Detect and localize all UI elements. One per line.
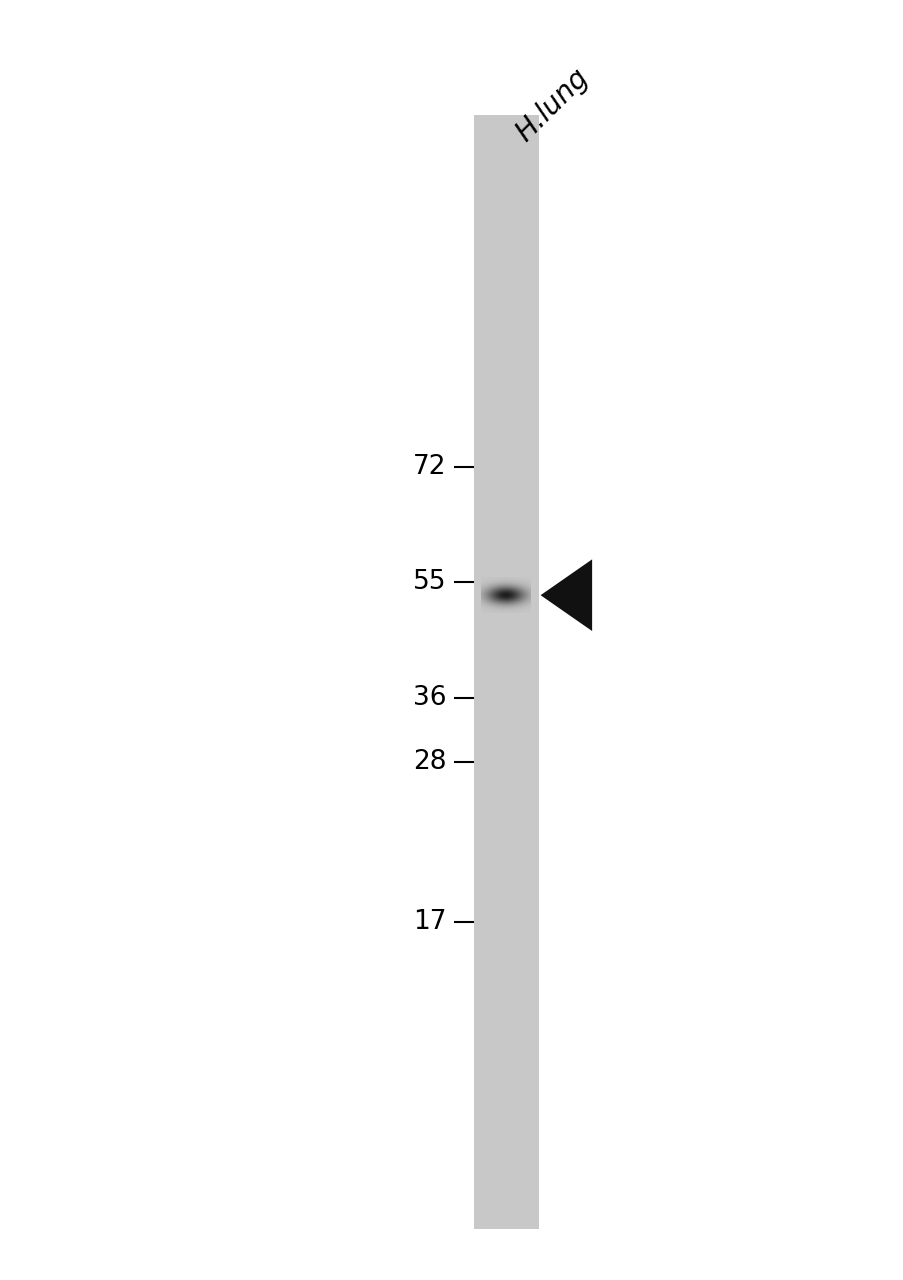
Text: 36: 36: [413, 685, 446, 710]
Bar: [473, 115, 538, 1229]
Text: 28: 28: [413, 749, 446, 774]
Polygon shape: [540, 559, 591, 631]
Text: 72: 72: [413, 454, 446, 480]
Text: H.lung: H.lung: [510, 64, 594, 147]
Text: 55: 55: [413, 570, 446, 595]
Text: 17: 17: [413, 909, 446, 934]
